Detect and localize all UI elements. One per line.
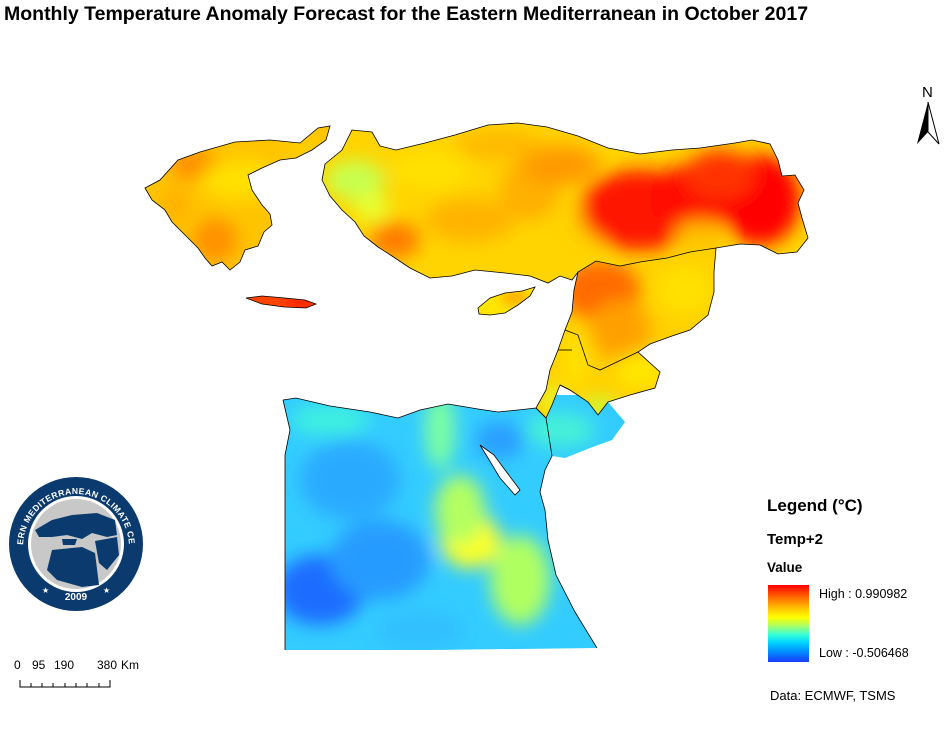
scale-tick-0: 0: [14, 658, 21, 672]
scale-tick-3: 380: [97, 658, 118, 672]
greece-region: [145, 126, 330, 270]
turkey-region: [322, 123, 808, 283]
map-title: Monthly Temperature Anomaly Forecast for…: [4, 3, 809, 25]
map-legend: Legend (°C) Temp+2 Value High : 0.990982…: [767, 496, 947, 676]
legend-low-label: Low : -0.506468: [819, 646, 909, 660]
logo-star-left-icon: ★: [42, 586, 49, 595]
logo-star-right-icon: ★: [103, 586, 110, 595]
legend-high-label: High : 0.990982: [819, 587, 908, 601]
country-borders: [144, 122, 809, 650]
data-source: Data: ECMWF, TSMS: [770, 688, 896, 703]
legend-color-ramp: [768, 585, 809, 662]
emcc-logo: 2009 EASTERN MEDITERRANEAN CLIMATE CENTR…: [4, 467, 145, 613]
logo-year: 2009: [65, 592, 88, 603]
north-label: N: [922, 84, 933, 101]
north-arrow: N: [914, 84, 944, 148]
scale-bar-graphic: [19, 680, 111, 688]
scale-tick-1: 95: [32, 658, 46, 672]
legend-layer-name: Temp+2: [767, 531, 823, 548]
scale-tick-2: 190: [54, 658, 75, 672]
legend-title: Legend (°C): [767, 496, 863, 515]
scale-bar: 0 95 190 380 Km: [14, 658, 154, 698]
emcc-logo-emblem: 2009 EASTERN MEDITERRANEAN CLIMATE CENTR…: [4, 467, 143, 611]
north-arrow-icon: [917, 101, 940, 145]
legend-value-label: Value: [767, 560, 803, 575]
scale-unit: Km: [121, 658, 139, 672]
